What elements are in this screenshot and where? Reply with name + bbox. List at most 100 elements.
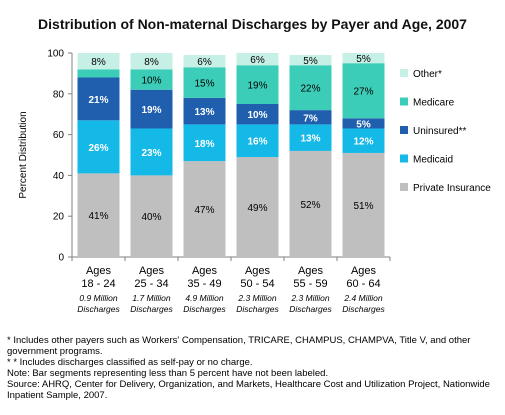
x-tick-sublabel: Discharges bbox=[130, 304, 173, 314]
x-tick-label: 25 - 34 bbox=[134, 278, 168, 290]
x-tick-sublabel: 0.9 Million bbox=[79, 293, 118, 303]
x-tick-label: Ages bbox=[298, 265, 324, 277]
data-label: 13% bbox=[300, 134, 320, 145]
footnote-source: Source: AHRQ, Center for Delivery, Organ… bbox=[7, 379, 490, 401]
bar-segment bbox=[183, 67, 226, 98]
data-label: 19% bbox=[247, 81, 267, 92]
y-axis-label: Percent Distribution bbox=[18, 111, 29, 198]
bar-segment bbox=[183, 97, 226, 125]
legend-swatch bbox=[400, 97, 408, 106]
data-label: 12% bbox=[353, 137, 373, 148]
data-label: 5% bbox=[356, 54, 371, 65]
bar-segment bbox=[289, 110, 332, 125]
x-tick-sublabel: Discharges bbox=[289, 304, 332, 314]
bar-segment bbox=[236, 124, 279, 158]
x-tick-sublabel: 2.3 Million bbox=[290, 293, 330, 303]
bar-segment bbox=[236, 53, 279, 66]
bar-segment bbox=[236, 104, 279, 125]
y-tick-label: 0 bbox=[58, 253, 64, 264]
data-label: 19% bbox=[141, 105, 161, 116]
legend-swatch bbox=[400, 69, 408, 77]
data-label: 52% bbox=[300, 200, 320, 211]
x-tick-sublabel: Discharges bbox=[183, 304, 226, 314]
data-label: 5% bbox=[356, 119, 371, 130]
data-label: 6% bbox=[250, 55, 265, 66]
bar-segment bbox=[130, 175, 173, 257]
data-label: 18% bbox=[194, 139, 214, 150]
data-label: 27% bbox=[353, 87, 373, 98]
y-tick-label: 20 bbox=[53, 212, 65, 223]
data-label: 10% bbox=[247, 110, 267, 121]
footnote-other: * Includes other payers such as Workers'… bbox=[7, 335, 471, 357]
x-tick-sublabel: 2.3 Million bbox=[237, 293, 277, 303]
x-tick-sublabel: Discharges bbox=[236, 304, 279, 314]
x-tick-label: Ages bbox=[192, 265, 218, 277]
legend-label: Private Insurance bbox=[413, 183, 491, 194]
bar-segment bbox=[183, 124, 226, 162]
bar-segment bbox=[342, 63, 385, 119]
x-tick-label: Ages bbox=[245, 265, 271, 277]
x-tick-label: Ages bbox=[351, 265, 377, 277]
x-tick-label: Ages bbox=[86, 265, 112, 277]
bar-segment bbox=[183, 161, 226, 257]
bar-segment bbox=[289, 124, 332, 151]
bar-segment bbox=[342, 128, 385, 153]
bar-segment bbox=[289, 150, 332, 257]
footnotes: * Includes other payers such as Workers'… bbox=[7, 335, 502, 401]
data-label: 23% bbox=[141, 148, 161, 159]
x-tick-label: Ages bbox=[139, 265, 165, 277]
bar-segment bbox=[77, 77, 120, 121]
footnote-note: Note: Bar segments representing less tha… bbox=[7, 368, 329, 379]
data-label: 51% bbox=[353, 201, 373, 212]
stacked-bar-chart: 0 20 40 60 80 100 Percent Distribution 41% 26% 21… bbox=[18, 49, 491, 315]
bar-segment bbox=[342, 118, 385, 129]
data-label: 47% bbox=[194, 205, 214, 216]
legend-label: Medicaid bbox=[413, 155, 453, 166]
legend-label: Medicare bbox=[413, 98, 455, 109]
y-tick-label: 100 bbox=[47, 49, 64, 60]
data-label: 10% bbox=[141, 76, 161, 87]
data-label: 6% bbox=[197, 57, 212, 68]
x-tick-label: 55 - 59 bbox=[293, 278, 327, 290]
y-tick-label: 40 bbox=[53, 171, 65, 182]
data-label: 22% bbox=[300, 84, 320, 95]
bar-segment bbox=[289, 65, 332, 111]
data-label: 16% bbox=[247, 137, 267, 148]
data-label: 8% bbox=[144, 57, 159, 68]
bar-segment bbox=[130, 69, 173, 90]
bar-segment bbox=[130, 53, 173, 70]
x-tick-sublabel: Discharges bbox=[77, 304, 120, 314]
x-tick-label: 35 - 49 bbox=[187, 278, 221, 290]
bar-segment bbox=[289, 55, 332, 66]
data-label: 40% bbox=[141, 212, 161, 223]
data-label: 49% bbox=[247, 203, 267, 214]
bar-segment bbox=[342, 152, 385, 257]
bar-segment bbox=[183, 55, 226, 68]
legend-swatch bbox=[400, 126, 408, 134]
bar-segment bbox=[77, 120, 120, 174]
bar-segment bbox=[130, 89, 173, 129]
y-tick-label: 60 bbox=[53, 130, 65, 141]
x-tick-sublabel: Discharges bbox=[342, 304, 385, 314]
data-label: 5% bbox=[303, 56, 318, 67]
bar-segment bbox=[130, 128, 173, 176]
legend-swatch bbox=[400, 183, 408, 191]
footnote-uninsured: * * Includes discharges classified as se… bbox=[7, 357, 253, 368]
legend-label: Other* bbox=[413, 69, 442, 80]
x-tick-sublabel: 1.7 Million bbox=[132, 293, 171, 303]
bar-segment bbox=[342, 53, 385, 64]
x-tick-sublabel: 4.9 Million bbox=[185, 293, 224, 303]
data-label: 8% bbox=[91, 57, 106, 68]
legend-swatch bbox=[400, 154, 408, 163]
x-tick-sublabel: 2.4 Million bbox=[343, 293, 383, 303]
chart-title: Distribution of Non-maternal Discharges … bbox=[38, 16, 467, 32]
data-label: 7% bbox=[303, 113, 318, 124]
data-label: 15% bbox=[194, 79, 214, 90]
bar-segment bbox=[236, 157, 279, 257]
bar-segment bbox=[77, 173, 120, 257]
bar-segment bbox=[77, 53, 120, 70]
x-tick-label: 50 - 54 bbox=[240, 278, 274, 290]
data-label: 21% bbox=[88, 95, 108, 106]
x-tick-label: 18 - 24 bbox=[81, 278, 115, 290]
data-label: 13% bbox=[194, 107, 214, 118]
